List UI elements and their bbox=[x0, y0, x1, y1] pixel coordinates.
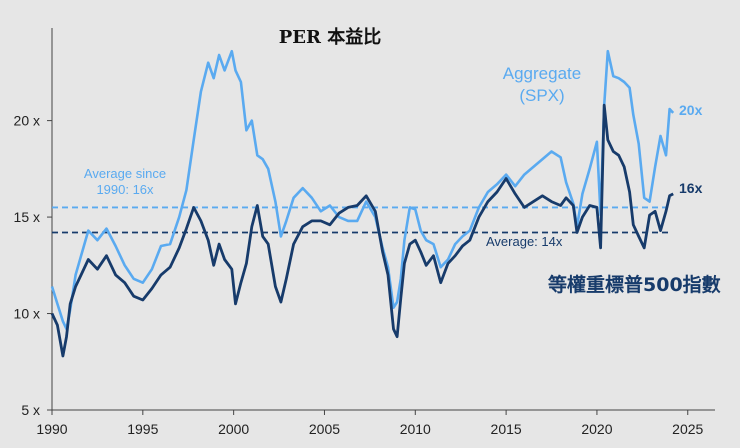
avg-equal-weight-label: Average: 14x bbox=[486, 234, 563, 249]
x-tick-label: 2005 bbox=[309, 421, 340, 437]
chart-title: PER 本益比 bbox=[279, 26, 381, 48]
x-tick-label: 2015 bbox=[491, 421, 522, 437]
x-tick-label: 2025 bbox=[672, 421, 703, 437]
y-tick-label: 5 x bbox=[21, 402, 40, 418]
equal-weight-line bbox=[50, 103, 674, 358]
x-tick-label: 1990 bbox=[36, 421, 67, 437]
y-tick-label: 20 x bbox=[14, 113, 40, 129]
avg-since-1990-label-line1: Average since bbox=[84, 166, 166, 181]
x-tick-label: 1995 bbox=[127, 421, 158, 437]
avg-since-1990-label-line2: 1990: 16x bbox=[96, 182, 154, 197]
y-tick-label: 15 x bbox=[14, 209, 40, 225]
aggregate-end-label: 20x bbox=[679, 102, 703, 118]
y-tick-label: 10 x bbox=[14, 306, 40, 322]
aggregate-legend-line2: (SPX) bbox=[519, 86, 564, 105]
equal-weight-end-label: 16x bbox=[679, 180, 703, 196]
x-tick-label: 2000 bbox=[218, 421, 249, 437]
equal-weight-series-label: 等權重標普500指數 bbox=[547, 273, 721, 296]
x-tick-label: 2010 bbox=[400, 421, 431, 437]
aggregate-legend-line1: Aggregate bbox=[503, 64, 581, 83]
x-tick-label: 2020 bbox=[581, 421, 612, 437]
